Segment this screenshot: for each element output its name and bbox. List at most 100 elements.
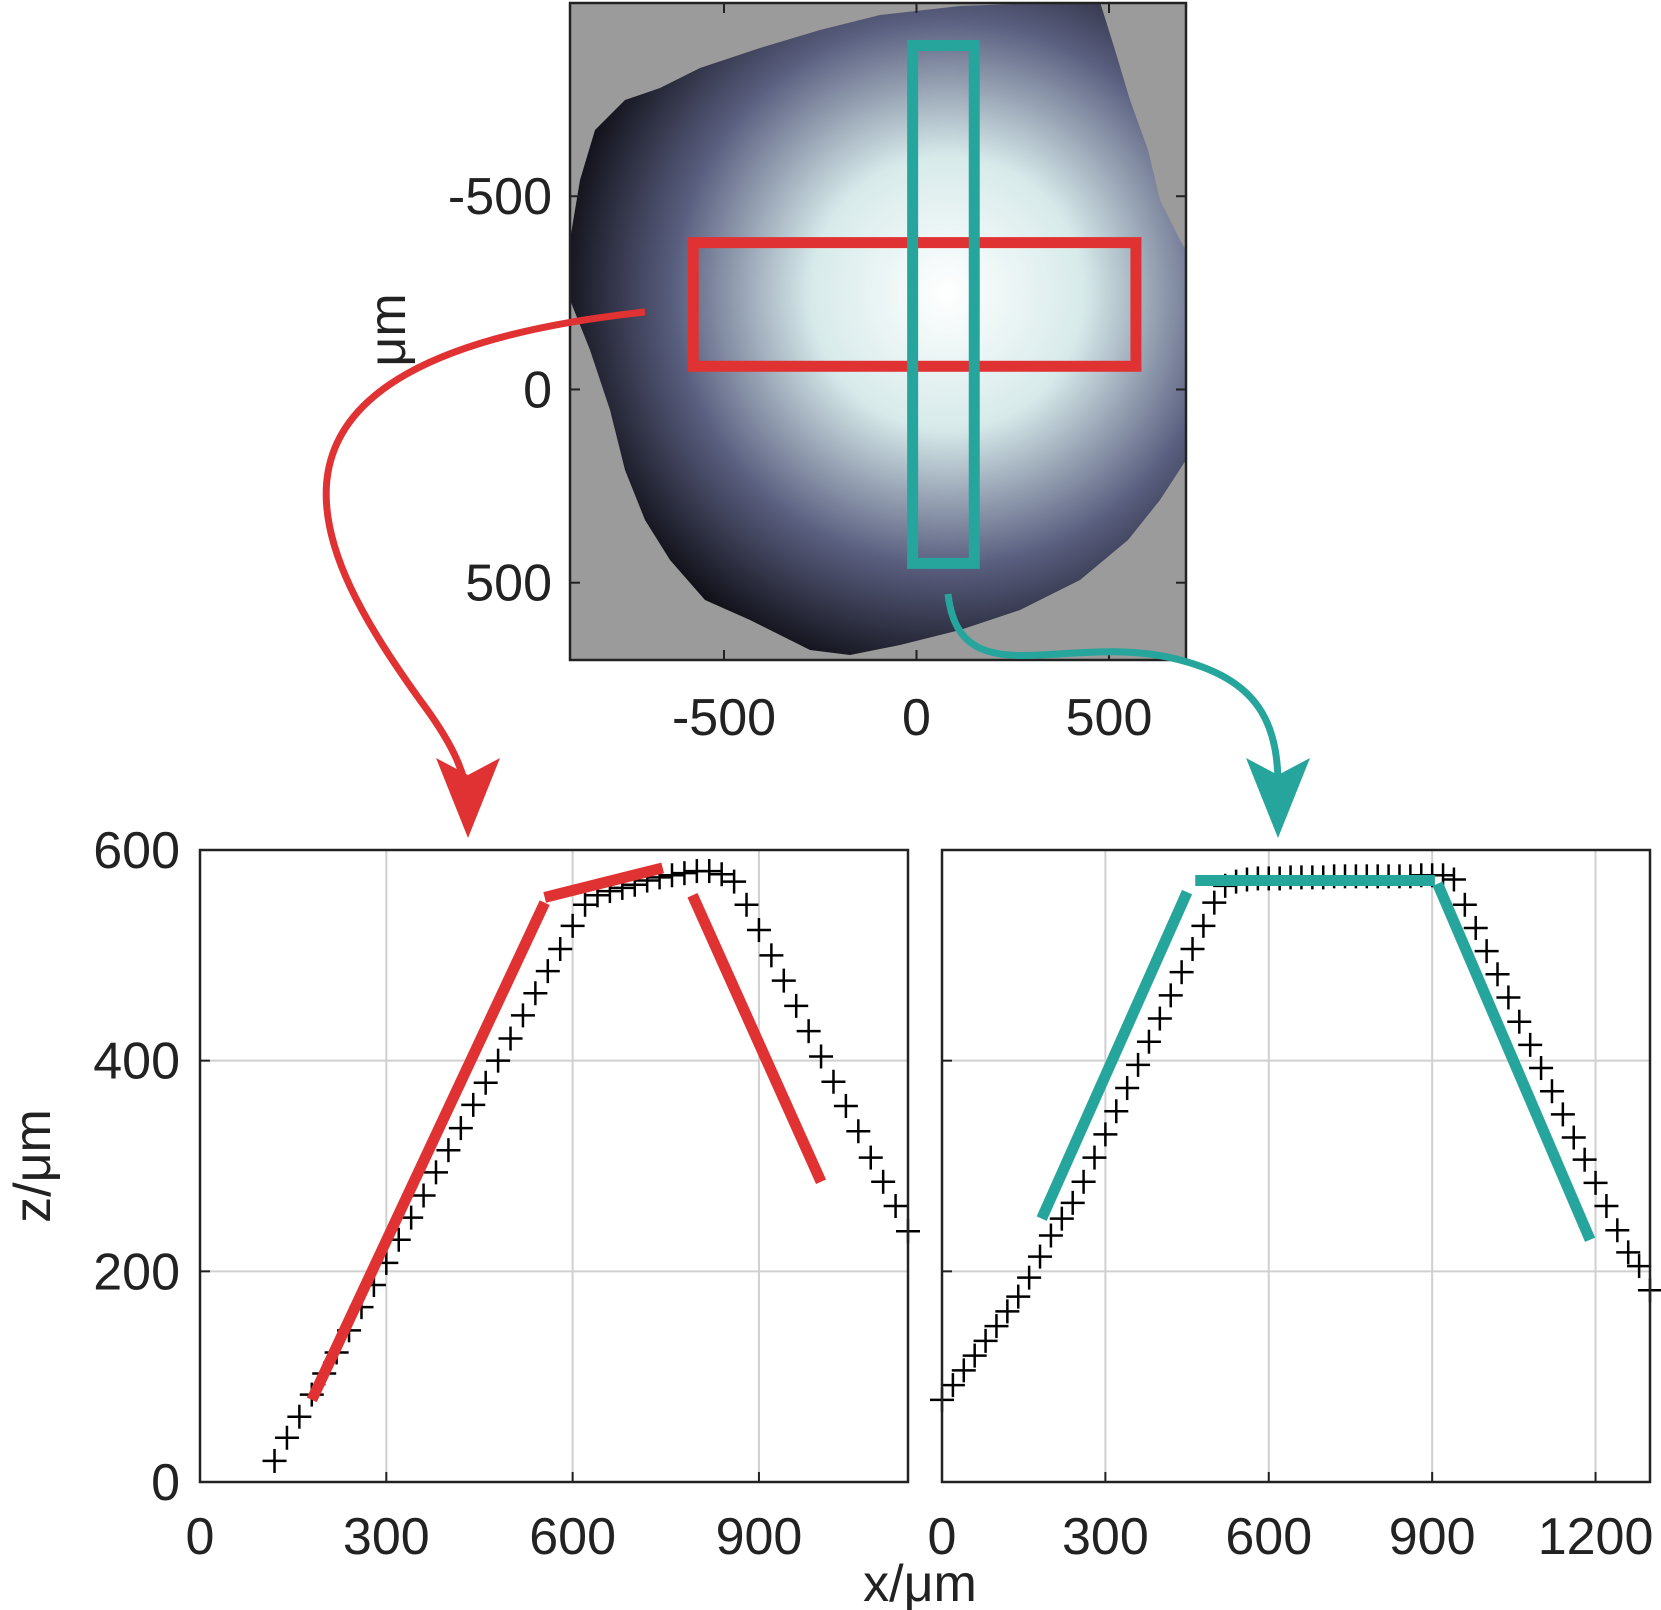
red-profile-grid (200, 850, 908, 1482)
data-point-marker (1136, 1029, 1161, 1054)
profile-xlabel: x/μm (863, 1555, 977, 1610)
ytick-label: 400 (93, 1033, 180, 1091)
data-point-marker (1452, 892, 1477, 917)
xtick-label: 600 (1225, 1508, 1312, 1566)
data-point-marker (951, 1358, 976, 1383)
fit-line-segment (1432, 881, 1596, 1242)
teal-selection-box (907, 40, 980, 569)
data-point-marker (1049, 1206, 1074, 1231)
data-point-marker (1518, 1032, 1543, 1057)
xtick-label: 600 (529, 1508, 616, 1566)
heatmap-ytick-label: -500 (448, 168, 552, 226)
data-point-marker (734, 892, 759, 917)
heatmap-ytick-label: 0 (523, 361, 552, 419)
teal-connector-arrow (944, 593, 1282, 801)
data-point-marker (1147, 1006, 1172, 1031)
data-point-marker (1071, 1169, 1096, 1194)
data-point-marker (1028, 1244, 1053, 1269)
red-profile-ticks: 0 300 600 900 0 200 400 600 (93, 822, 802, 1566)
fit-line-segment (1036, 889, 1193, 1221)
data-point-marker (548, 937, 573, 962)
teal-arrowhead (1246, 758, 1310, 838)
data-point-marker (448, 1116, 473, 1141)
data-point-marker (858, 1145, 883, 1170)
red-arrowhead (436, 758, 500, 838)
data-point-marker (1082, 1145, 1107, 1170)
data-point-marker (1017, 1265, 1042, 1290)
data-point-marker (1202, 890, 1227, 915)
data-point-marker (962, 1343, 987, 1368)
xtick-label: 300 (343, 1508, 430, 1566)
data-point-marker (1496, 985, 1521, 1010)
data-point-marker (473, 1070, 498, 1095)
data-point-marker (784, 993, 809, 1018)
data-point-marker (287, 1404, 312, 1429)
xtick-label: 0 (928, 1508, 957, 1566)
data-point-marker (846, 1119, 871, 1144)
data-point-marker (1441, 867, 1466, 892)
data-point-marker (262, 1448, 287, 1473)
data-point-marker (1158, 983, 1183, 1008)
data-point-marker (796, 1019, 821, 1044)
red-profile-fit-lines (306, 862, 827, 1403)
teal-profile-ticks: 0 300 600 900 1200 (928, 849, 1654, 1566)
red-profile-panel: 0 300 600 900 0 200 400 600 z/μm (4, 822, 920, 1566)
data-point-marker (672, 861, 697, 886)
connector-arrows (322, 308, 1310, 838)
data-point-marker (871, 1169, 896, 1194)
data-point-marker (461, 1092, 486, 1117)
data-point-marker (1115, 1076, 1140, 1101)
data-point-marker (1104, 1099, 1129, 1124)
xtick-label: 300 (1062, 1508, 1149, 1566)
data-point-marker (697, 859, 722, 884)
heatmap-ylabel: μm (359, 293, 417, 366)
data-point-marker (1572, 1147, 1597, 1172)
data-point-marker (1093, 1122, 1118, 1147)
teal-profile-panel: 0 300 600 900 1200 x/μm (863, 848, 1661, 1610)
data-point-marker (746, 918, 771, 943)
ytick-label: 600 (93, 822, 180, 880)
red-profile-frame (198, 848, 910, 1484)
ytick-label: 200 (93, 1243, 180, 1301)
data-point-marker (995, 1299, 1020, 1324)
profile-ylabel: z/μm (4, 1109, 62, 1223)
data-point-marker (1605, 1218, 1630, 1243)
data-point-marker (1126, 1052, 1151, 1077)
data-point-marker (573, 892, 598, 917)
teal-profile-fit-lines (1036, 875, 1596, 1242)
data-point-marker (821, 1069, 846, 1094)
data-point-marker (1583, 1170, 1608, 1195)
data-point-marker (1006, 1284, 1031, 1309)
data-point-marker (809, 1044, 834, 1069)
data-point-marker (984, 1314, 1009, 1339)
data-point-marker (1180, 937, 1205, 962)
data-point-marker (535, 959, 560, 984)
data-point-marker (1594, 1194, 1619, 1219)
data-point-marker (1616, 1240, 1641, 1265)
data-point-marker (1038, 1223, 1063, 1248)
data-point-marker (709, 862, 734, 887)
data-point-marker (833, 1093, 858, 1118)
data-point-marker (424, 1160, 448, 1185)
data-point-marker (1529, 1056, 1554, 1081)
data-point-marker (1169, 960, 1194, 985)
data-point-marker (498, 1026, 523, 1051)
teal-profile-grid (942, 850, 1650, 1482)
data-point-marker (1507, 1009, 1532, 1034)
heatmap-ticks: -500 0 500 -500 0 500 (448, 3, 1186, 747)
heatmap-surface (570, 3, 1186, 655)
ytick-label: 0 (151, 1454, 180, 1512)
heatmap-xtick-label: -500 (672, 689, 776, 747)
data-point-marker (560, 913, 585, 938)
data-point-marker (436, 1138, 461, 1163)
data-point-marker (1485, 962, 1510, 987)
data-point-marker (510, 1003, 535, 1028)
heatmap-panel: -500 0 500 -500 0 500 μm (359, 1, 1188, 747)
xtick-label: 1200 (1538, 1508, 1654, 1566)
data-point-marker (1539, 1079, 1564, 1104)
data-point-marker (771, 968, 796, 993)
data-point-marker (1060, 1190, 1085, 1215)
heatmap-xtick-label: 0 (902, 689, 931, 747)
heatmap-ytick-label: 500 (465, 555, 552, 613)
data-point-marker (411, 1183, 436, 1208)
